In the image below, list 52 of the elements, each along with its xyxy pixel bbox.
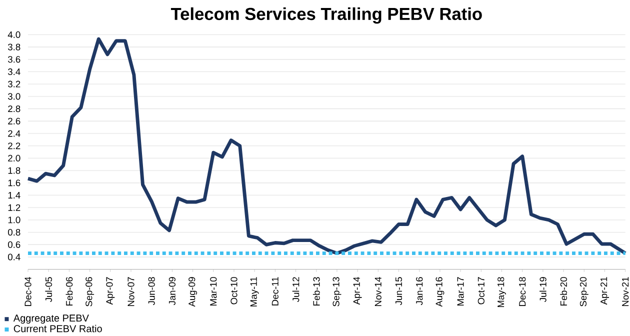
y-tick-label: 1.8 [8, 167, 20, 174]
chart-title: Telecom Services Trailing PEBV Ratio [170, 7, 482, 24]
legend-label: Aggregate PEBV [13, 314, 89, 324]
y-tick-label: 2.0 [8, 154, 20, 162]
x-tick-label: Aug-09 [188, 277, 198, 307]
x-tick-label: Apr-14 [353, 276, 362, 305]
x-tick-label: Mar-10 [210, 277, 217, 306]
x-tick-label: Mar-17 [457, 277, 464, 306]
x-tick-label: Nov-14 [374, 276, 382, 306]
y-tick-label: 2.4 [8, 130, 20, 137]
y-tick-label: 4.0 [8, 31, 20, 38]
x-tick-label: Jun-15 [396, 277, 402, 306]
x-tick-label: Jan-16 [416, 277, 423, 306]
x-tick-label: Oct-17 [478, 277, 484, 304]
y-tick-label: 1.6 [8, 180, 20, 186]
y-tick-label: 3.2 [8, 80, 20, 88]
y-tick-label: 3.6 [8, 56, 20, 63]
y-tick-label: 1.4 [8, 192, 20, 198]
x-tick-label: Oct-10 [230, 277, 238, 304]
x-tick-label: Sep-13 [332, 277, 342, 306]
x-tick-label: Sep-20 [580, 277, 588, 306]
legend-label: Current PEBV Ratio [14, 324, 102, 332]
y-tick-label: 1.0 [8, 216, 20, 224]
x-tick-label: Apr-07 [106, 277, 115, 305]
x-tick-label: Jul-12 [292, 277, 300, 302]
x-tick-label: Nov-21 [622, 277, 629, 306]
y-tick-label: 2.8 [8, 105, 20, 112]
x-tick-label: Nov-07 [128, 277, 134, 306]
x-tick-label: Jul-19 [540, 277, 546, 302]
x-tick-label: Jan-09 [168, 277, 176, 306]
x-tick-label: Feb-06 [66, 277, 73, 306]
x-tick-label: Jul-05 [45, 277, 52, 302]
x-tick-label: Feb-20 [560, 277, 567, 306]
y-tick-label: 1.2 [8, 204, 20, 211]
x-tick-label: May-18 [498, 277, 506, 308]
x-tick-label: Feb-13 [312, 277, 320, 306]
y-tick-label: 3.0 [8, 93, 20, 100]
x-tick-label: Jun-08 [148, 277, 155, 306]
x-tick-label: Dec-18 [519, 277, 526, 306]
x-tick-label: Dec-04 [24, 276, 32, 306]
x-tick-label: May-11 [250, 277, 259, 306]
y-tick-label: 2.2 [8, 142, 20, 150]
y-tick-label: 0.6 [8, 241, 20, 248]
x-tick-label: Sep-06 [86, 277, 94, 306]
x-tick-label: Dec-11 [272, 277, 278, 306]
y-tick-label: 0.4 [8, 254, 20, 260]
y-tick-label: 3.8 [8, 44, 20, 50]
y-tick-label: 3.4 [8, 68, 20, 76]
x-tick-label: Apr-21 [600, 277, 609, 305]
y-tick-label: 0.8 [8, 228, 20, 236]
y-tick-label: 2.6 [8, 118, 20, 124]
x-tick-label: Aug-16 [436, 277, 444, 307]
